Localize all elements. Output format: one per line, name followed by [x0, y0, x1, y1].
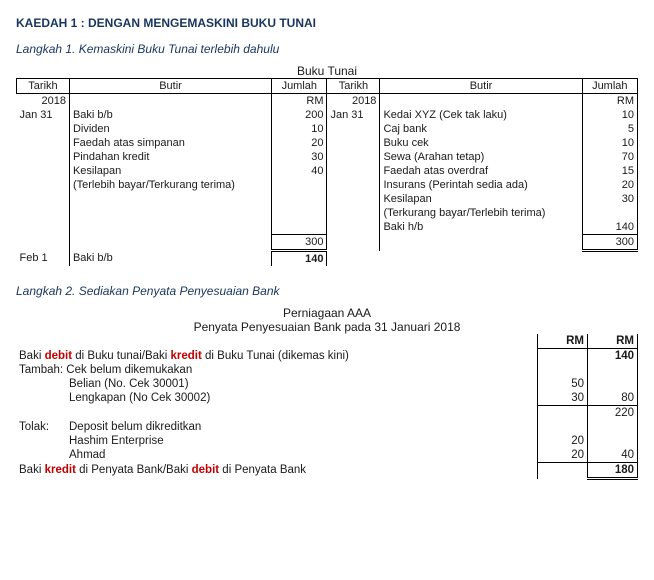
- t: Baki: [19, 464, 45, 476]
- butir-l: Pindahan kredit: [69, 150, 271, 164]
- tambah-label: Tambah: Cek belum dikemukakan: [16, 363, 538, 377]
- col-butir-r: Butir: [380, 79, 582, 94]
- total-l: 300: [272, 235, 327, 251]
- tolak-label: Tolak:: [16, 420, 66, 434]
- lengkapan-amt: 30: [538, 391, 588, 406]
- tolak-desc: Deposit belum dikreditkan: [66, 420, 538, 434]
- col-butir-l: Butir: [69, 79, 271, 94]
- amt-r: 10: [582, 108, 637, 122]
- statement-title: Penyata Penyesuaian Bank pada 31 Januari…: [16, 320, 638, 334]
- amt-r: 10: [582, 136, 637, 150]
- total-r: 300: [582, 235, 637, 251]
- amt-l: 10: [272, 122, 327, 136]
- col-jumlah-r: Jumlah: [582, 79, 637, 94]
- amt-r: 140: [582, 220, 637, 235]
- t: di Penyata Bank: [219, 464, 306, 476]
- amt-r: 5: [582, 122, 637, 136]
- business-name: Perniagaan AAA: [16, 306, 638, 320]
- col-tarikh-r: Tarikh: [327, 79, 380, 94]
- col-tarikh-l: Tarikh: [17, 79, 70, 94]
- ledger-title: Buku Tunai: [16, 64, 638, 78]
- rm-head2: RM: [588, 334, 638, 349]
- amt-l: 40: [272, 164, 327, 178]
- amt-l: 200: [272, 108, 327, 122]
- rm-l: RM: [272, 94, 327, 109]
- t: kredit: [45, 464, 76, 476]
- t: di Buku Tunai (dikemas kini): [202, 350, 349, 362]
- ahmad-label: Ahmad: [66, 448, 538, 463]
- rm-head1: RM: [538, 334, 588, 349]
- butir-r: Buku cek: [380, 136, 582, 150]
- ahmad-amt: 20: [538, 448, 588, 463]
- ahmad-sum: 40: [588, 448, 638, 463]
- rm-r: RM: [582, 94, 637, 109]
- final-balance: 180: [588, 463, 638, 479]
- butir-l: Faedah atas simpanan: [69, 136, 271, 150]
- amt-l: [272, 178, 327, 192]
- amt-l: 30: [272, 150, 327, 164]
- amt-r: 30: [582, 192, 637, 206]
- cd-amount: 140: [272, 251, 327, 267]
- year-r: 2018: [327, 94, 380, 109]
- t: debit: [45, 350, 72, 362]
- hashim-label: Hashim Enterprise: [66, 434, 538, 448]
- t: Baki: [19, 350, 45, 362]
- butir-r: Baki h/b: [380, 220, 582, 235]
- t: debit: [192, 464, 219, 476]
- butir-r: Kedai XYZ (Cek tak laku): [380, 108, 582, 122]
- belian-label: Belian (No. Cek 30001): [66, 377, 538, 391]
- step-2-label: Langkah 2. Sediakan Penyata Penyesuaian …: [16, 284, 638, 298]
- butir-r: (Terkurang bayar/Terlebih terima): [380, 206, 582, 220]
- amt-r: 20: [582, 178, 637, 192]
- page-title: KAEDAH 1 : DENGAN MENGEMASKINI BUKU TUNA…: [16, 16, 638, 30]
- cd-date: Feb 1: [17, 251, 70, 267]
- belian-amt: 50: [538, 377, 588, 391]
- cash-book-ledger: Tarikh Butir Jumlah Tarikh Butir Jumlah …: [16, 78, 638, 266]
- t: di Penyata Bank/Baki: [76, 464, 192, 476]
- butir-r: Caj bank: [380, 122, 582, 136]
- year-l: 2018: [17, 94, 70, 109]
- reconciliation-statement: RM RM Baki debit di Buku tunai/Baki kred…: [16, 334, 638, 480]
- date-r: Jan 31: [327, 108, 380, 122]
- amt-r: 70: [582, 150, 637, 164]
- lengkapan-sum: 80: [588, 391, 638, 406]
- date-l: Jan 31: [17, 108, 70, 122]
- amt-r: 15: [582, 164, 637, 178]
- step-1-label: Langkah 1. Kemaskini Buku Tunai terlebih…: [16, 42, 638, 56]
- butir-l: Dividen: [69, 122, 271, 136]
- butir-l: Kesilapan: [69, 164, 271, 178]
- subtotal-220: 220: [588, 406, 638, 421]
- butir-l: Baki b/b: [69, 108, 271, 122]
- final-line: Baki kredit di Penyata Bank/Baki debit d…: [16, 463, 538, 479]
- butir-r: Insurans (Perintah sedia ada): [380, 178, 582, 192]
- butir-r: Kesilapan: [380, 192, 582, 206]
- amt-r: [582, 206, 637, 220]
- col-jumlah-l: Jumlah: [272, 79, 327, 94]
- t: di Buku tunai/Baki: [72, 350, 170, 362]
- butir-l: (Terlebih bayar/Terkurang terima): [69, 178, 271, 192]
- lengkapan-label: Lengkapan (No Cek 30002): [66, 391, 538, 406]
- opening-balance: 140: [588, 349, 638, 364]
- amt-l: 20: [272, 136, 327, 150]
- line1: Baki debit di Buku tunai/Baki kredit di …: [16, 349, 538, 364]
- butir-r: Sewa (Arahan tetap): [380, 150, 582, 164]
- butir-r: Faedah atas overdraf: [380, 164, 582, 178]
- hashim-amt: 20: [538, 434, 588, 448]
- t: kredit: [171, 350, 202, 362]
- cd-label: Baki b/b: [69, 251, 271, 267]
